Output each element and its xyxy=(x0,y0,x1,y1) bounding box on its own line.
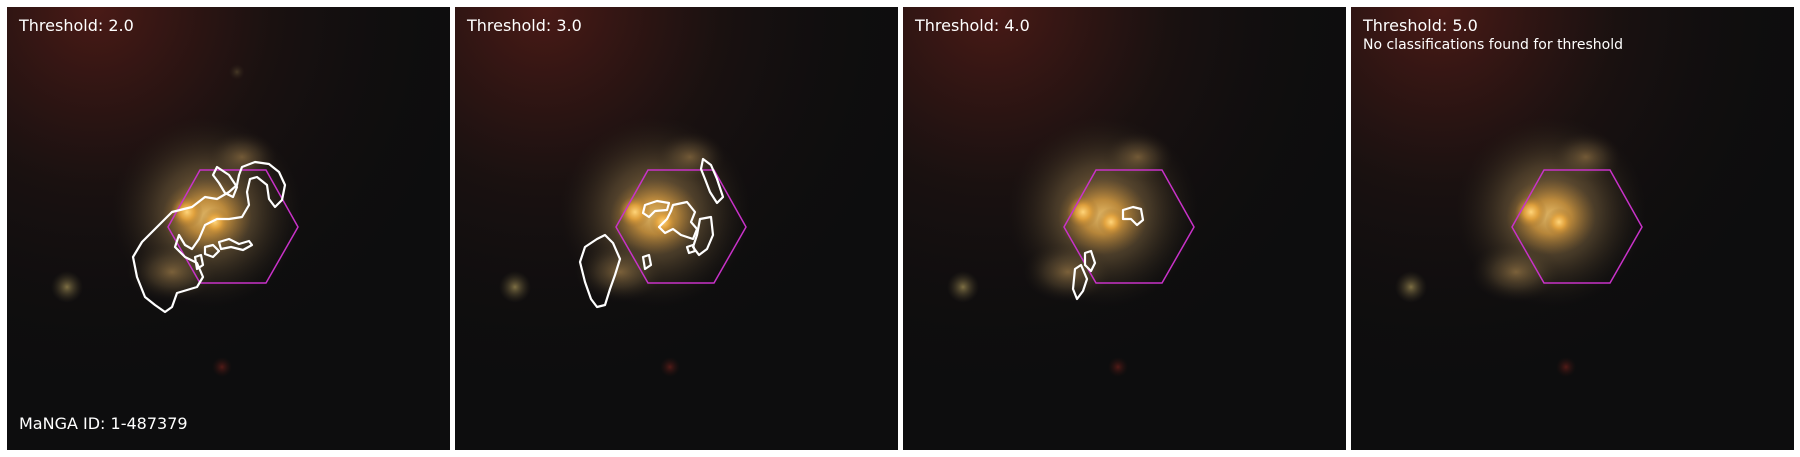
panel-title: Threshold: 4.0 xyxy=(915,16,1030,35)
galaxy-image xyxy=(903,7,1346,450)
hexagon-footprint xyxy=(1511,169,1643,284)
no-classifications-note: No classifications found for threshold xyxy=(1363,37,1623,53)
classification-contours xyxy=(1071,205,1145,301)
galaxy-image xyxy=(7,7,450,450)
manga-id-label: MaNGA ID: 1-487379 xyxy=(19,414,188,433)
classification-contours xyxy=(578,157,725,309)
panel-title: Threshold: 5.0 xyxy=(1363,16,1478,35)
galaxy-image xyxy=(1351,7,1794,450)
galaxy-image xyxy=(455,7,898,450)
hexagon-footprint xyxy=(1063,169,1195,284)
panel-threshold-4: Threshold: 4.0 xyxy=(903,7,1346,450)
hexagon-footprint xyxy=(167,169,299,284)
panel-threshold-3: Threshold: 3.0 xyxy=(455,7,898,450)
panel-threshold-2: Threshold: 2.0 MaNGA ID: 1-487379 xyxy=(7,7,450,450)
panel-title: Threshold: 3.0 xyxy=(467,16,582,35)
panel-title: Threshold: 2.0 xyxy=(19,16,134,35)
panel-threshold-5: Threshold: 5.0 No classifications found … xyxy=(1351,7,1794,450)
classification-contours xyxy=(131,160,287,314)
